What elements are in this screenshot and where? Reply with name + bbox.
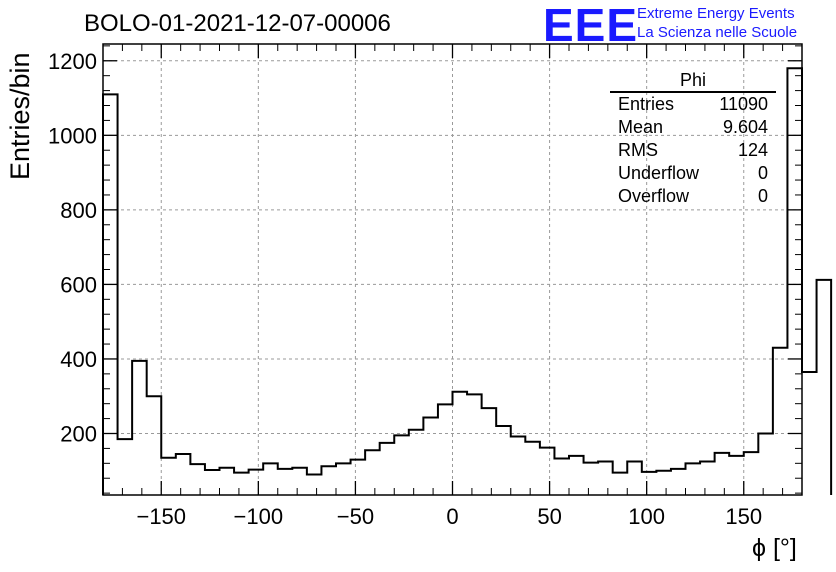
- stats-label: Entries: [618, 93, 674, 116]
- stats-value: 0: [758, 185, 768, 208]
- stats-label: Mean: [618, 116, 663, 139]
- histogram-bin: [365, 450, 380, 495]
- histogram-bin: [423, 417, 438, 495]
- chart-title: BOLO-01-2021-12-07-00006: [84, 10, 391, 38]
- histogram-bin: [642, 472, 657, 495]
- y-tick-label: 400: [60, 347, 97, 372]
- histogram-bin: [482, 408, 497, 495]
- histogram-bin: [671, 469, 686, 495]
- histogram-bin: [802, 372, 817, 495]
- stats-box: Phi Entries 11090 Mean 9.604 RMS 124 Und…: [610, 70, 776, 208]
- histogram-bin: [525, 442, 540, 495]
- stats-row-mean: Mean 9.604: [610, 116, 776, 139]
- histogram-bin: [394, 435, 409, 495]
- histogram-bin: [438, 404, 453, 495]
- stats-label: Underflow: [618, 162, 699, 185]
- histogram-bin: [176, 454, 191, 495]
- histogram-bin: [147, 396, 162, 495]
- y-axis-label: Entries/bin: [5, 52, 36, 180]
- histogram-bin: [540, 448, 555, 495]
- histogram-bin: [656, 471, 671, 495]
- histogram-bin: [118, 439, 133, 495]
- y-tick-label: 600: [60, 272, 97, 297]
- logo-caption: Extreme Energy Events La Scienza nelle S…: [637, 4, 797, 42]
- histogram-bin: [817, 280, 832, 495]
- stats-value: 124: [738, 139, 768, 162]
- x-tick-label: −100: [234, 504, 284, 529]
- histogram-bin: [263, 463, 278, 495]
- histogram-bin: [729, 456, 744, 495]
- histogram-bin: [321, 466, 336, 495]
- x-tick-label: −150: [136, 504, 186, 529]
- stats-value: 11090: [719, 93, 768, 116]
- stats-value: 0: [758, 162, 768, 185]
- histogram-bin: [584, 463, 599, 495]
- x-tick-label: 150: [725, 504, 762, 529]
- histogram-bin: [627, 461, 642, 495]
- histogram-bin: [351, 460, 366, 495]
- histogram-bin: [103, 94, 118, 495]
- histogram-bin: [686, 463, 701, 495]
- histogram-bin: [220, 468, 235, 495]
- histogram-bin: [132, 361, 147, 495]
- x-axis-label: ϕ [°]: [752, 534, 797, 563]
- histogram-bin: [554, 458, 569, 495]
- histogram-bin: [569, 456, 584, 495]
- histogram-bin: [758, 434, 773, 496]
- stats-row-rms: RMS 124: [610, 139, 776, 162]
- histogram-bin: [234, 473, 249, 495]
- stats-label: RMS: [618, 139, 658, 162]
- histogram-bin: [190, 464, 205, 495]
- stats-value: 9.604: [723, 116, 768, 139]
- histogram-bin: [700, 461, 715, 495]
- x-tick-label: 100: [628, 504, 665, 529]
- eee-logo: EEE: [543, 2, 638, 48]
- histogram-bin: [467, 394, 482, 495]
- y-tick-label: 200: [60, 422, 97, 447]
- y-tick-label: 800: [60, 198, 97, 223]
- histogram-bin: [336, 463, 351, 495]
- histogram-bin: [453, 392, 468, 495]
- stats-row-underflow: Underflow 0: [610, 162, 776, 185]
- histogram-bin: [744, 452, 759, 495]
- histogram-bin: [773, 348, 788, 495]
- histogram-bin: [496, 426, 511, 495]
- stats-title: Phi: [610, 70, 776, 90]
- histogram-bin: [292, 468, 307, 495]
- histogram-bin: [613, 473, 628, 495]
- histogram-bin: [380, 443, 395, 495]
- stats-row-entries: Entries 11090: [610, 93, 776, 116]
- histogram-bin: [598, 461, 613, 495]
- histogram-bin: [715, 453, 730, 495]
- stats-label: Overflow: [618, 185, 689, 208]
- histogram-bin: [511, 436, 526, 495]
- x-tick-label: −50: [337, 504, 374, 529]
- logo-line-2: La Scienza nelle Scuole: [637, 23, 797, 42]
- y-tick-label: 1000: [48, 123, 97, 148]
- histogram-bin: [249, 470, 264, 495]
- logo-line-1: Extreme Energy Events: [637, 4, 797, 23]
- x-tick-label: 50: [537, 504, 561, 529]
- x-tick-label: 0: [446, 504, 458, 529]
- y-tick-label: 1200: [48, 49, 97, 74]
- histogram-bin: [278, 469, 293, 495]
- stats-row-overflow: Overflow 0: [610, 185, 776, 208]
- histogram-bin: [409, 430, 424, 495]
- histogram-bin: [307, 475, 322, 496]
- histogram-bin: [205, 470, 220, 495]
- histogram-bin: [161, 458, 176, 495]
- histogram-bin: [787, 68, 802, 495]
